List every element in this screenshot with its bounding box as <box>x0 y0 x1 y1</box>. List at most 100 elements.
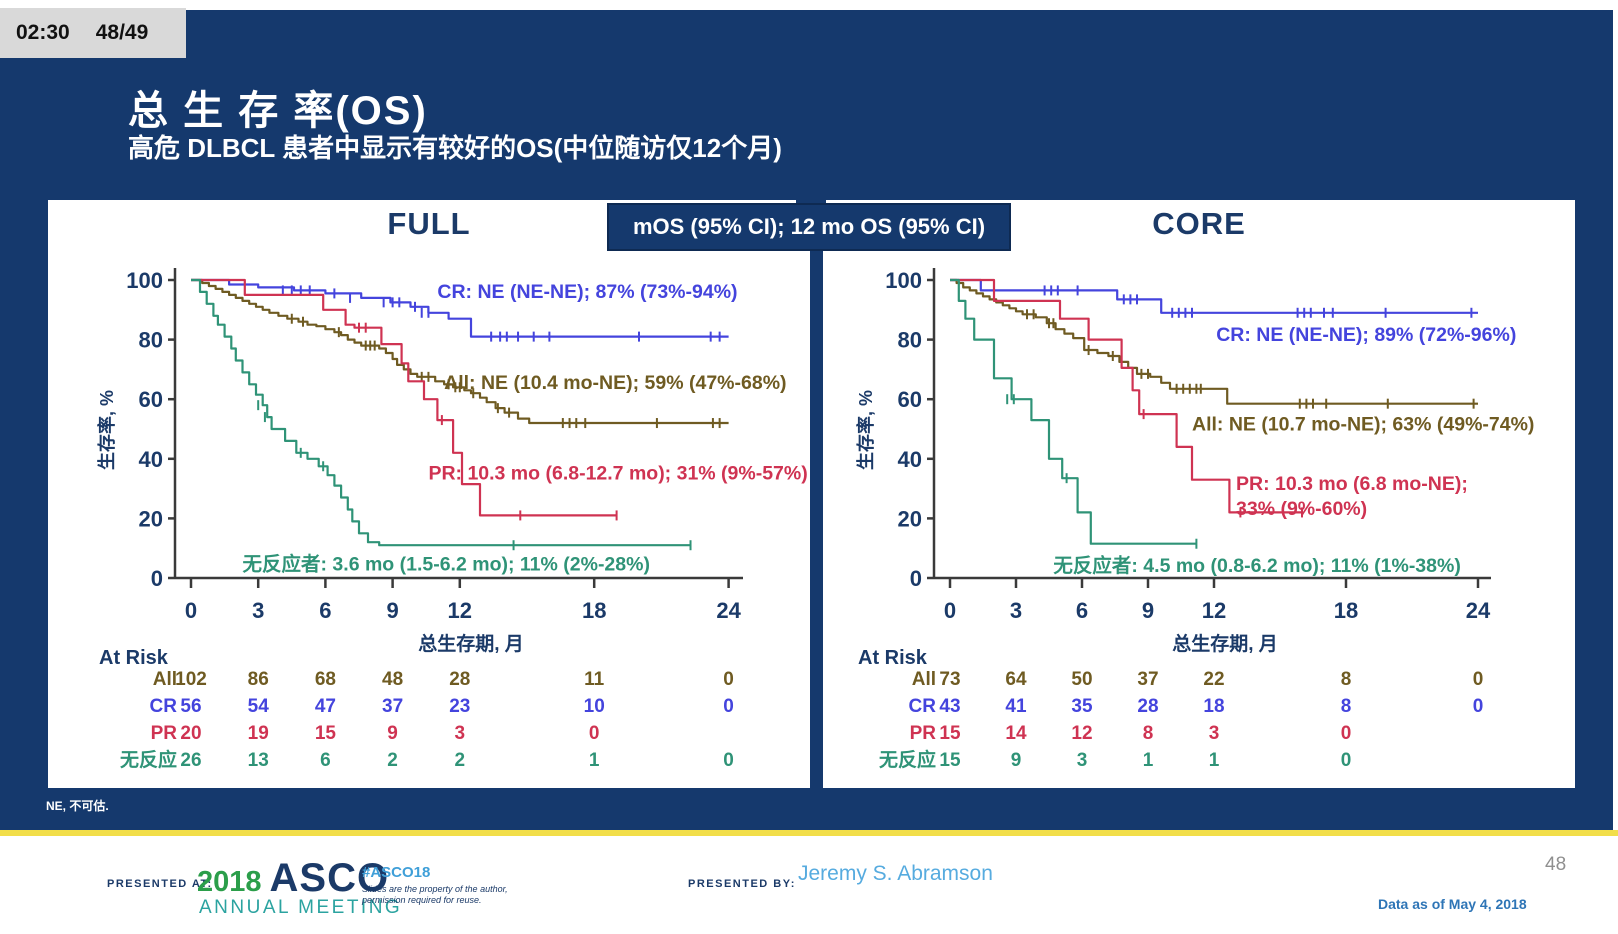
svg-text:11: 11 <box>584 669 605 690</box>
svg-text:15: 15 <box>939 750 961 771</box>
svg-text:6: 6 <box>1076 598 1088 623</box>
svg-text:0: 0 <box>723 669 734 690</box>
svg-text:73: 73 <box>939 669 960 690</box>
svg-text:20: 20 <box>898 506 922 531</box>
panel-title-core: CORE <box>1152 206 1246 241</box>
hashtag: #ASCO18 <box>362 864 431 881</box>
svg-text:60: 60 <box>139 387 163 412</box>
svg-text:68: 68 <box>315 669 336 690</box>
svg-text:19: 19 <box>248 723 269 744</box>
disclaimer-text: Slides are the property of the author, p… <box>362 884 508 906</box>
svg-text:40: 40 <box>898 447 922 472</box>
svg-text:35: 35 <box>1071 696 1093 717</box>
svg-text:20: 20 <box>139 506 163 531</box>
svg-text:CR: CR <box>909 696 937 717</box>
svg-text:3: 3 <box>1209 723 1220 744</box>
slide-counter: 48/49 <box>95 21 149 44</box>
svg-text:20: 20 <box>180 723 201 744</box>
svg-text:1: 1 <box>1143 750 1154 771</box>
svg-text:9: 9 <box>1011 750 1022 771</box>
asco-logo-subtitle: ANNUAL MEETING <box>199 897 403 918</box>
svg-text:All: All <box>912 669 936 690</box>
svg-text:24: 24 <box>716 598 741 623</box>
svg-text:102: 102 <box>175 669 207 690</box>
svg-text:60: 60 <box>898 387 922 412</box>
svg-text:无反应: 无反应 <box>120 748 177 771</box>
svg-text:All: All <box>153 669 177 690</box>
svg-text:43: 43 <box>939 696 960 717</box>
svg-text:14: 14 <box>1005 723 1027 744</box>
svg-text:2: 2 <box>387 750 398 771</box>
svg-text:12: 12 <box>1071 723 1092 744</box>
svg-text:8: 8 <box>1341 696 1352 717</box>
svg-text:0: 0 <box>1473 669 1484 690</box>
mos-legend-label: mOS (95% CI); 12 mo OS (95% CI) <box>632 214 986 239</box>
data-cutoff-note: Data as of May 4, 2018 <box>1378 896 1527 912</box>
svg-text:0: 0 <box>589 723 600 744</box>
svg-text:0: 0 <box>1341 723 1352 744</box>
panel-divider <box>810 200 823 788</box>
svg-text:0: 0 <box>1473 696 1484 717</box>
svg-text:13: 13 <box>248 750 269 771</box>
svg-text:54: 54 <box>248 696 270 717</box>
ne-footnote: NE, 不可估. <box>46 799 109 813</box>
svg-text:总生存期, 月: 总生存期, 月 <box>418 632 524 655</box>
svg-text:9: 9 <box>386 598 398 623</box>
svg-text:生存率, %: 生存率, % <box>96 390 117 470</box>
disclaimer-line-1: Slides are the property of the author, <box>362 884 508 894</box>
svg-text:1: 1 <box>1209 750 1220 771</box>
svg-text:100: 100 <box>126 268 163 293</box>
svg-text:80: 80 <box>898 328 922 353</box>
svg-text:28: 28 <box>449 669 470 690</box>
svg-text:PR: PR <box>151 723 178 744</box>
svg-text:18: 18 <box>1203 696 1224 717</box>
svg-text:CR: NE (NE-NE); 89% (72%-96%): CR: NE (NE-NE); 89% (72%-96%) <box>1216 324 1516 346</box>
panel-title-full: FULL <box>387 206 471 241</box>
svg-text:23: 23 <box>449 696 470 717</box>
svg-text:15: 15 <box>315 723 337 744</box>
svg-text:At Risk: At Risk <box>99 647 169 669</box>
svg-text:37: 37 <box>382 696 403 717</box>
svg-text:9: 9 <box>1142 598 1154 623</box>
svg-text:3: 3 <box>455 723 466 744</box>
svg-text:PR: 10.3 mo (6.8 mo-NE);: PR: 10.3 mo (6.8 mo-NE); <box>1236 473 1468 495</box>
presentation-timer-box: 02:30 48/49 <box>0 8 186 58</box>
svg-text:3: 3 <box>1010 598 1022 623</box>
svg-text:100: 100 <box>885 268 922 293</box>
svg-text:8: 8 <box>1143 723 1154 744</box>
svg-text:9: 9 <box>387 723 398 744</box>
svg-text:22: 22 <box>1203 669 1224 690</box>
svg-text:64: 64 <box>1005 669 1027 690</box>
svg-text:56: 56 <box>180 696 201 717</box>
svg-text:生存率, %: 生存率, % <box>855 390 876 470</box>
svg-text:37: 37 <box>1137 669 1158 690</box>
presented-at-label: PRESENTED AT: <box>107 878 213 890</box>
svg-text:10: 10 <box>584 696 605 717</box>
svg-text:28: 28 <box>1137 696 1158 717</box>
svg-text:8: 8 <box>1341 669 1352 690</box>
svg-text:6: 6 <box>320 750 331 771</box>
svg-text:48: 48 <box>382 669 403 690</box>
svg-text:CR: CR <box>150 696 178 717</box>
svg-text:无反应: 无反应 <box>879 748 936 771</box>
svg-text:0: 0 <box>910 566 922 591</box>
asco-logo: 2018 ASCO <box>197 856 389 901</box>
asco-logo-year: 2018 <box>197 866 262 898</box>
svg-text:26: 26 <box>180 750 201 771</box>
svg-text:2: 2 <box>455 750 466 771</box>
svg-text:18: 18 <box>582 598 606 623</box>
svg-text:All: NE (10.7 mo-NE); 63% (49%: All: NE (10.7 mo-NE); 63% (49%-74%) <box>1192 413 1534 435</box>
mos-legend-box: mOS (95% CI); 12 mo OS (95% CI) <box>607 203 1011 251</box>
svg-text:40: 40 <box>139 447 163 472</box>
timer-value: 02:30 <box>16 21 70 44</box>
svg-text:3: 3 <box>252 598 264 623</box>
svg-text:3: 3 <box>1077 750 1088 771</box>
svg-text:CR: NE (NE-NE); 87% (73%-94%): CR: NE (NE-NE); 87% (73%-94%) <box>437 281 737 303</box>
svg-text:12: 12 <box>448 598 472 623</box>
svg-text:24: 24 <box>1466 598 1491 623</box>
svg-text:0: 0 <box>723 696 734 717</box>
svg-text:0: 0 <box>944 598 956 623</box>
svg-text:0: 0 <box>1341 750 1352 771</box>
